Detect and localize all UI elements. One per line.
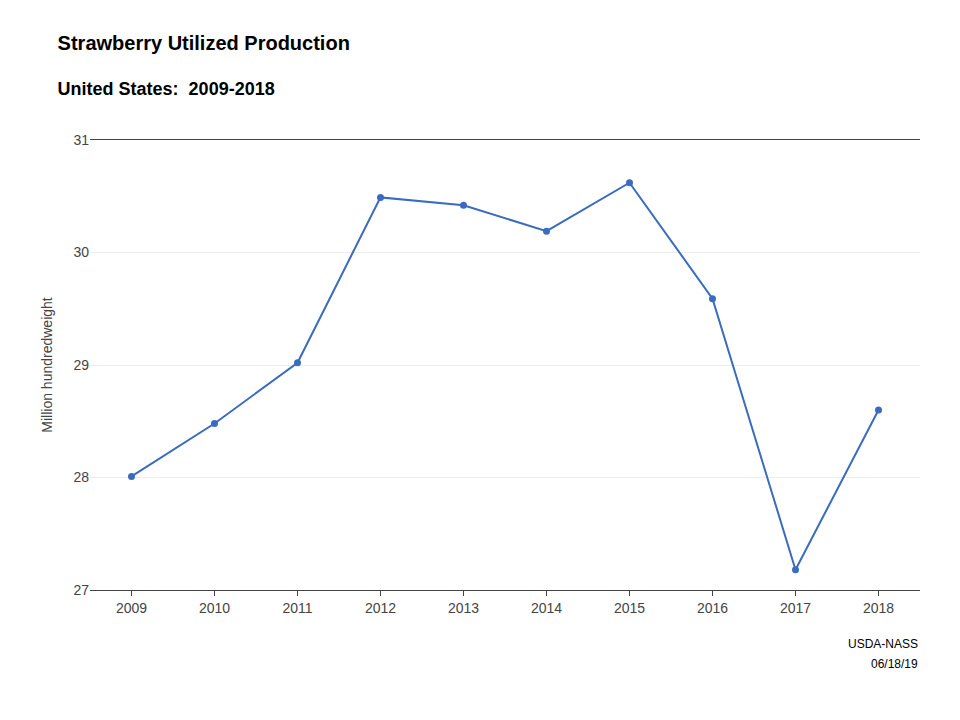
- svg-text:2011: 2011: [282, 600, 312, 616]
- svg-text:United States: 2009-2018: United States: 2009-2018: [58, 79, 275, 99]
- svg-text:31: 31: [73, 132, 89, 148]
- svg-text:2014: 2014: [531, 600, 562, 616]
- svg-text:29: 29: [73, 357, 89, 373]
- svg-text:2010: 2010: [199, 600, 230, 616]
- svg-text:2012: 2012: [365, 600, 396, 616]
- svg-text:2017: 2017: [780, 600, 811, 616]
- svg-text:Strawberry Utilized Production: Strawberry Utilized Production: [58, 32, 350, 54]
- svg-text:30: 30: [73, 244, 89, 260]
- svg-text:2016: 2016: [697, 600, 728, 616]
- svg-text:27: 27: [73, 582, 89, 598]
- svg-text:Million hundredweight: Million hundredweight: [39, 297, 55, 433]
- svg-text:06/18/19: 06/18/19: [871, 657, 918, 671]
- svg-text:2018: 2018: [863, 600, 894, 616]
- svg-text:2015: 2015: [614, 600, 645, 616]
- svg-text:2013: 2013: [448, 600, 479, 616]
- svg-text:USDA-NASS: USDA-NASS: [848, 637, 918, 651]
- svg-text:2009: 2009: [116, 600, 147, 616]
- svg-text:28: 28: [73, 469, 89, 485]
